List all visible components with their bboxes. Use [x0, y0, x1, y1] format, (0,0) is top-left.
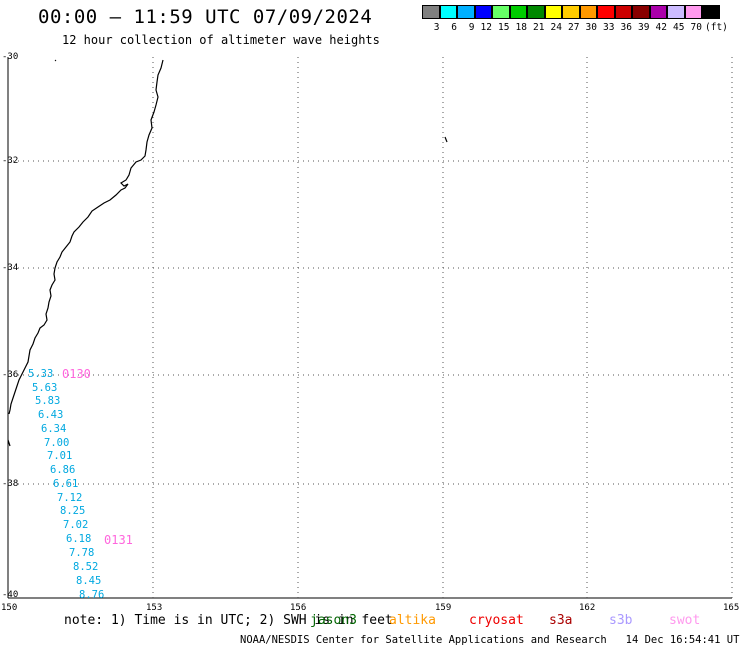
credit-timestamp: 14 Dec 16:54:41 UTC 2024 — [625, 634, 740, 646]
wave-height-color-scale — [422, 5, 720, 20]
footer-note: note: 1) Time is in UTC; 2) SWH is in fe… — [64, 613, 393, 628]
color-swatch — [439, 5, 457, 19]
satellite-legend-swot: swot — [669, 613, 701, 628]
lat-label: -36 — [2, 370, 19, 380]
color-scale-label: 36 — [620, 22, 632, 33]
color-swatch — [579, 5, 597, 19]
color-scale-label: 42 — [655, 22, 667, 33]
lon-label: 165 — [723, 603, 740, 613]
coastline-dot — [54, 59, 57, 62]
map-title: 00:00 – 11:59 UTC 07/09/2024 — [38, 6, 373, 28]
color-scale-label: 45 — [673, 22, 685, 33]
color-swatch — [562, 5, 580, 19]
lon-label: 153 — [146, 603, 163, 613]
credit-organization: NOAA/NESDIS Center for Satellite Applica… — [240, 634, 607, 646]
color-swatch — [684, 5, 702, 19]
color-scale-label: 21 — [533, 22, 545, 33]
swh-value: 6.43 — [38, 409, 64, 421]
lat-label: -30 — [2, 52, 19, 62]
lat-label: -32 — [2, 156, 19, 166]
swh-value: 6.18 — [66, 533, 92, 545]
swh-value: 6.61 — [53, 478, 79, 490]
color-swatch — [474, 5, 492, 19]
color-scale-labels: 3 6 9 12 15 18 21 24 27 30 33 36 39 42 45 70 (ft) — [422, 22, 728, 33]
color-scale-label: 33 — [603, 22, 615, 33]
map-subtitle: 12 hour collection of altimeter wave hei… — [62, 33, 380, 47]
swh-value: 7.01 — [47, 450, 73, 462]
satellite-legend-s3b: s3b — [609, 613, 633, 628]
color-scale-label: 18 — [515, 22, 527, 33]
swh-value: 8.52 — [73, 561, 99, 573]
lat-label: -40 — [2, 590, 19, 600]
coastline-islet — [7, 439, 11, 447]
color-swatch — [422, 5, 440, 19]
swh-value: 7.00 — [44, 437, 70, 449]
color-scale-label: 27 — [568, 22, 580, 33]
graticule — [8, 57, 733, 598]
color-swatch — [544, 5, 562, 19]
lon-label: 156 — [290, 603, 307, 613]
color-swatch — [632, 5, 650, 19]
color-scale-unit: (ft) — [705, 22, 728, 33]
color-scale-label: 3 — [433, 22, 440, 33]
color-scale-label: 70 — [690, 22, 702, 33]
color-swatch — [667, 5, 685, 19]
island-mark — [444, 136, 448, 143]
satellite-legend-cryosat: cryosat — [469, 613, 524, 628]
swh-value: 6.86 — [50, 464, 76, 476]
color-swatch — [509, 5, 527, 19]
color-swatch — [649, 5, 667, 19]
lat-label: -38 — [2, 479, 19, 489]
swh-value: 5.63 — [32, 382, 58, 394]
color-scale-label: 39 — [638, 22, 650, 33]
swh-value: 5.83 — [35, 395, 61, 407]
color-swatch — [597, 5, 615, 19]
lon-label: 159 — [435, 603, 452, 613]
color-scale-label: 9 — [468, 22, 475, 33]
color-swatch — [457, 5, 475, 19]
swh-value: 5.33 — [28, 368, 54, 380]
footer-credit: NOAA/NESDIS Center for Satellite Applica… — [240, 634, 740, 646]
swh-value: 8.25 — [60, 505, 86, 517]
pass-time-label: 0131 — [104, 533, 133, 547]
color-swatch — [702, 5, 720, 19]
swh-value: 6.34 — [41, 423, 67, 435]
color-scale-label: 12 — [480, 22, 492, 33]
map-frame — [7, 57, 732, 599]
lon-label: 150 — [1, 603, 18, 613]
color-scale-label: 15 — [498, 22, 510, 33]
color-scale-label: 24 — [550, 22, 562, 33]
satellite-legend-s3a: s3a — [549, 613, 573, 628]
lon-label: 162 — [579, 603, 596, 613]
satellite-legend-jason3: jason3 — [310, 613, 357, 628]
swh-value: 8.76 — [79, 589, 105, 601]
swh-value: 7.02 — [63, 519, 89, 531]
color-swatch — [492, 5, 510, 19]
swh-value: 8.45 — [76, 575, 102, 587]
color-swatch — [614, 5, 632, 19]
color-scale-label: 30 — [585, 22, 597, 33]
color-swatch — [527, 5, 545, 19]
lat-label: -34 — [2, 263, 19, 273]
color-scale-label: 6 — [451, 22, 457, 33]
coastline — [8, 59, 164, 415]
pass-time-label: 0130 — [62, 367, 91, 381]
satellite-legend-altika: altika — [389, 613, 436, 628]
swh-value: 7.78 — [69, 547, 95, 559]
swh-value: 7.12 — [57, 492, 83, 504]
